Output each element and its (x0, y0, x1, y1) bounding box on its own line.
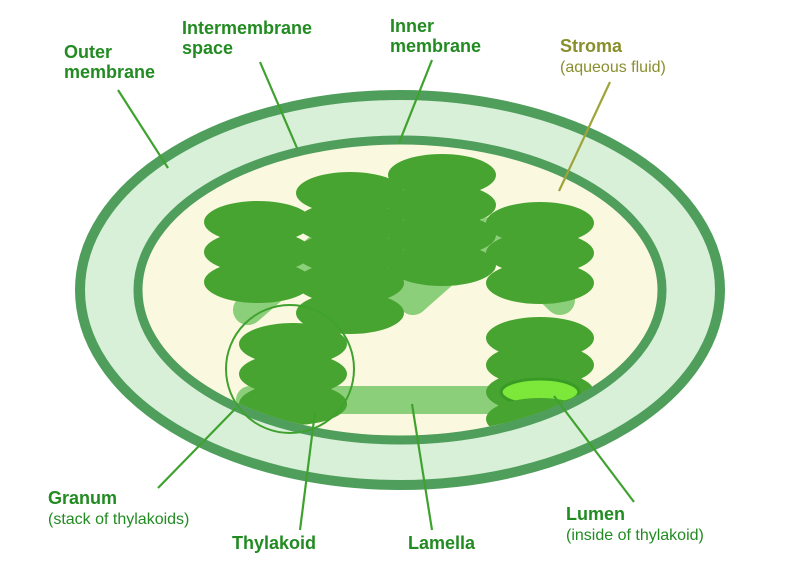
thylakoid-label: Thylakoid (232, 533, 316, 553)
outer-membrane-label-main: Outer (64, 42, 112, 62)
granum-label-main: Granum (48, 488, 117, 508)
stroma-label-main: Stroma (560, 36, 623, 56)
thylakoid-disc (204, 261, 312, 303)
thylakoid-disc (388, 244, 496, 286)
inner-membrane-label-main2: membrane (390, 36, 481, 56)
chloroplast-diagram: OutermembraneIntermembranespaceInnermemb… (0, 0, 800, 566)
lamella-label-main: Lamella (408, 533, 476, 553)
thylakoid-disc (486, 262, 594, 304)
outer-membrane-label-main2: membrane (64, 62, 155, 82)
lumen-label-sub: (inside of thylakoid) (566, 527, 704, 544)
granum-label-sub: (stack of thylakoids) (48, 511, 189, 528)
intermembrane-space-label-main2: space (182, 38, 233, 58)
lumen-label-main: Lumen (566, 504, 625, 524)
intermembrane-space-label-main: Intermembrane (182, 18, 312, 38)
inner-membrane-label-main: Inner (390, 16, 434, 36)
lamella-label: Lamella (408, 533, 476, 553)
stroma-label-sub: (aqueous fluid) (560, 59, 666, 76)
thylakoid-label-main: Thylakoid (232, 533, 316, 553)
